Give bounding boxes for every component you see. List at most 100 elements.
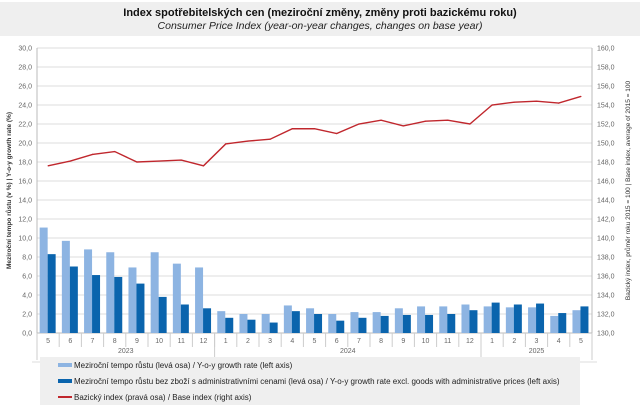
y-left-tick-label: 28,0 bbox=[18, 65, 32, 72]
bar-growth bbox=[417, 306, 426, 333]
base-index-line bbox=[47, 95, 582, 167]
bar-growth bbox=[483, 306, 492, 333]
base-index-point bbox=[91, 153, 94, 155]
y-left-tick-label: 24,0 bbox=[18, 103, 32, 110]
base-index-point bbox=[136, 161, 138, 163]
base-index-point bbox=[447, 119, 449, 121]
bar-growth bbox=[84, 249, 93, 333]
bar-growth-excl-admin bbox=[513, 304, 522, 333]
x-year-label: 2025 bbox=[529, 348, 545, 355]
x-tick-label: 12 bbox=[200, 338, 208, 345]
chart-header: Index spotřebitelských cen (meziroční zm… bbox=[0, 2, 640, 36]
y-right-tick-label: 156,0 bbox=[597, 84, 615, 91]
x-tick-label: 12 bbox=[466, 338, 474, 345]
y-right-tick-label: 132,0 bbox=[597, 312, 615, 319]
x-tick-label: 11 bbox=[444, 338, 451, 345]
x-tick-label: 1 bbox=[224, 338, 228, 345]
bar-growth bbox=[550, 315, 559, 333]
bar-growth bbox=[350, 312, 359, 333]
legend: Meziroční tempo růstu (levá osa) / Y-o-y… bbox=[40, 357, 580, 405]
bar-growth bbox=[528, 307, 537, 333]
x-year-label: 2023 bbox=[118, 348, 134, 355]
y-right-tick-label: 150,0 bbox=[597, 141, 615, 148]
x-tick-label: 3 bbox=[535, 338, 539, 345]
x-tick-label: 7 bbox=[91, 338, 95, 345]
bar-growth bbox=[572, 310, 581, 333]
x-tick-label: 8 bbox=[113, 338, 117, 345]
base-index-point bbox=[424, 120, 427, 122]
legend-label: Meziroční tempo růstu bez zboží s admini… bbox=[74, 376, 560, 386]
bar-growth-excl-admin bbox=[447, 314, 456, 333]
x-tick-label: 5 bbox=[579, 338, 583, 345]
bar-growth bbox=[328, 314, 337, 333]
bar-growth-excl-admin bbox=[358, 317, 367, 333]
base-index-point bbox=[580, 95, 582, 98]
bar-growth bbox=[217, 311, 226, 333]
x-tick-label: 6 bbox=[335, 338, 339, 345]
y-right-tick-label: 136,0 bbox=[597, 274, 615, 281]
base-index-point bbox=[558, 102, 560, 104]
bar-growth bbox=[372, 312, 381, 333]
bar-growth-excl-admin bbox=[203, 308, 212, 333]
chart-title: Index spotřebitelských cen (meziroční zm… bbox=[123, 7, 517, 19]
base-index-point bbox=[225, 143, 227, 145]
x-tick-label: 10 bbox=[422, 338, 430, 345]
x-tick-label: 1 bbox=[490, 338, 494, 345]
y-right-tick-label: 148,0 bbox=[597, 160, 615, 167]
y-right-tick-label: 154,0 bbox=[597, 103, 615, 110]
bar-growth bbox=[172, 263, 181, 333]
base-index-point bbox=[535, 100, 538, 102]
y-right-tick-label: 160,0 bbox=[597, 46, 615, 53]
x-tick-label: 11 bbox=[178, 338, 185, 345]
x-tick-label: 9 bbox=[135, 338, 139, 345]
bar-growth-excl-admin bbox=[47, 254, 56, 333]
x-tick-label: 2 bbox=[512, 338, 516, 345]
x-tick-label: 8 bbox=[379, 338, 383, 345]
bar-growth-excl-admin bbox=[136, 283, 145, 333]
base-index-point bbox=[202, 165, 205, 167]
bar-growth bbox=[394, 308, 403, 333]
bar-growth bbox=[106, 252, 115, 333]
bar-growth bbox=[261, 314, 270, 333]
base-index-point bbox=[247, 140, 249, 142]
y-left-axis-title: Meziroční tempo růstu (v %) | Y-o-y grow… bbox=[5, 112, 13, 269]
base-index-point bbox=[358, 123, 360, 125]
bar-growth-excl-admin bbox=[558, 313, 567, 333]
y-left-tick-label: 2,0 bbox=[22, 312, 32, 319]
base-index-point bbox=[402, 125, 404, 127]
base-index-point bbox=[313, 128, 316, 130]
x-tick-label: 4 bbox=[557, 338, 561, 345]
legend-swatch bbox=[58, 379, 72, 383]
bar-growth bbox=[306, 308, 315, 333]
bar-growth bbox=[239, 314, 248, 333]
base-index-point bbox=[380, 119, 382, 121]
bar-growth-excl-admin bbox=[580, 306, 589, 333]
chart-subtitle: Consumer Price Index (year-on-year chang… bbox=[157, 20, 483, 32]
legend-label: Meziroční tempo růstu (levá osa) / Y-o-y… bbox=[74, 360, 293, 370]
bar-growth-excl-admin bbox=[92, 275, 101, 333]
bar-growth-excl-admin bbox=[536, 303, 545, 333]
x-year-label: 2024 bbox=[340, 348, 356, 355]
y-right-tick-label: 146,0 bbox=[597, 179, 615, 186]
base-index-point bbox=[269, 138, 271, 140]
bar-growth-excl-admin bbox=[247, 319, 256, 333]
y-right-tick-label: 134,0 bbox=[597, 293, 615, 300]
bar-growth-excl-admin bbox=[314, 314, 323, 333]
bar-growth-excl-admin bbox=[69, 266, 78, 333]
bar-growth-excl-admin bbox=[291, 311, 300, 333]
x-tick-label: 3 bbox=[268, 338, 272, 345]
x-tick-label: 10 bbox=[155, 338, 163, 345]
bar-growth-excl-admin bbox=[225, 317, 234, 333]
bar-growth bbox=[195, 267, 204, 333]
legend-item-growth-excl: Meziroční tempo růstu bez zboží s admini… bbox=[40, 373, 580, 389]
y-left-tick-label: 10,0 bbox=[18, 236, 32, 243]
y-left-tick-label: 30,0 bbox=[18, 46, 32, 53]
y-right-tick-label: 158,0 bbox=[597, 65, 615, 72]
x-tick-label: 5 bbox=[313, 338, 317, 345]
x-tick-label: 2 bbox=[246, 338, 250, 345]
y-left-tick-label: 20,0 bbox=[18, 141, 32, 148]
bar-growth bbox=[283, 305, 292, 333]
bar-growth-excl-admin bbox=[158, 296, 167, 333]
base-index-point bbox=[336, 132, 338, 135]
